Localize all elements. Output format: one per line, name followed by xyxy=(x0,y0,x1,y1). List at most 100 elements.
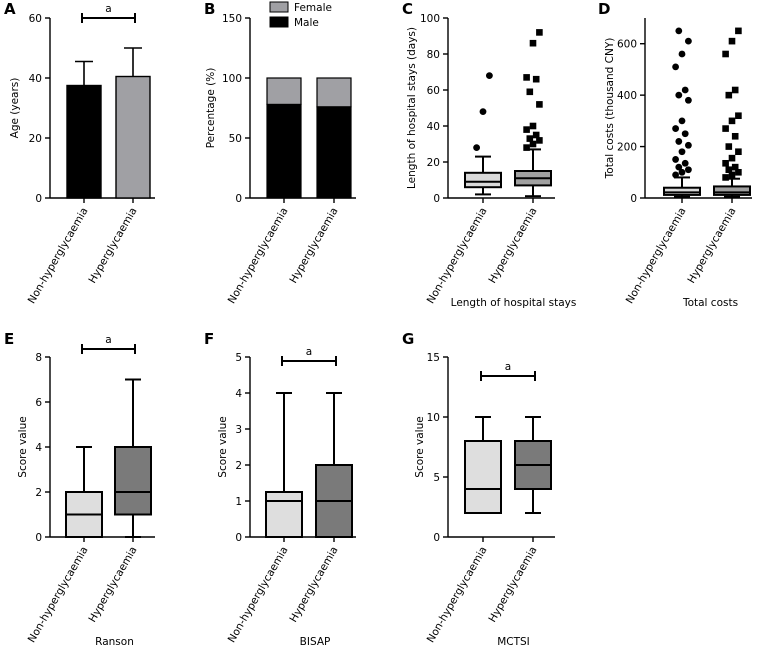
panel-d-ytick-label: 200 xyxy=(617,142,637,154)
panel-a-ytick-label: 20 xyxy=(29,133,42,145)
panel-c-bottom-label: Length of hospital stays xyxy=(451,297,577,309)
panel-c-outlier-point xyxy=(479,108,487,115)
panel-d-outlier-point xyxy=(735,112,742,120)
panel-d-outlier-point xyxy=(678,148,686,156)
panel-c-outlier-point xyxy=(529,122,537,130)
panel-b-category-label: Hyperglycaemia xyxy=(287,206,340,286)
panel-d-outlier-point xyxy=(725,91,733,99)
panel-b-ytick-label: 100 xyxy=(222,73,242,85)
panel-c-ytick-label: 40 xyxy=(427,121,440,133)
panel-f-category-label: Non-hyperglycaemia xyxy=(226,545,291,645)
panel-f-y-label: Score value xyxy=(217,416,229,477)
panel-d-outlier-point xyxy=(722,50,729,58)
panel-d-outlier-point xyxy=(728,154,736,162)
panel-b-bar-male xyxy=(316,106,352,199)
panel-d-outlier-point xyxy=(685,96,692,104)
panel-c-outlier-point xyxy=(473,144,480,152)
panel-f-ytick-label: 5 xyxy=(235,352,242,364)
panel-e-sig-label: a xyxy=(105,334,111,346)
panel-d-category-label: Hyperglycaemia xyxy=(685,206,738,286)
panel-f-box xyxy=(265,491,303,538)
panel-a-ytick-label: 60 xyxy=(29,13,42,25)
panel-e-ytick-label: 8 xyxy=(35,352,42,364)
panel-d-outlier-point xyxy=(678,168,686,176)
panel-g-ytick-label: 10 xyxy=(427,412,440,424)
panel-c-ytick-label: 20 xyxy=(427,157,440,169)
panel-b-category-label: Non-hyperglycaemia xyxy=(226,206,291,306)
panel-d-ytick-label: 400 xyxy=(617,90,637,102)
panel-f-ytick-label: 2 xyxy=(235,460,242,472)
panel-a-bar xyxy=(66,84,102,199)
panel-d-category-label: Non-hyperglycaemia xyxy=(624,206,689,306)
panel-f-bottom-label: BISAP xyxy=(300,636,331,648)
panel-d-outlier-point xyxy=(735,148,742,156)
panel-d-outlier-point xyxy=(725,166,733,174)
panel-d-outlier-point xyxy=(731,132,739,140)
panel-g-sig-label: a xyxy=(505,361,511,373)
panel-c-y-label: Length of hospital stays (days) xyxy=(406,27,418,189)
panel-c-outlier-point xyxy=(536,137,543,144)
panel-g-letter: G xyxy=(402,330,414,348)
panel-c-outlier-point xyxy=(532,131,540,139)
panel-a-bar xyxy=(115,75,151,199)
panel-c-box xyxy=(464,171,502,189)
panel-b-ytick-label: 0 xyxy=(235,193,242,205)
panel-d-outlier-point xyxy=(685,166,692,174)
panel-g-ytick-label: 0 xyxy=(433,532,440,544)
panel-a-sig-label: a xyxy=(105,3,111,15)
panel-b-y-label: Percentage (%) xyxy=(205,68,217,149)
panel-d-outlier-point xyxy=(681,159,689,167)
panel-c-ytick-label: 60 xyxy=(427,85,440,97)
panel-a-ytick-label: 0 xyxy=(35,193,42,205)
panel-c-outlier-point xyxy=(532,75,540,83)
panel-e-category-label: Non-hyperglycaemia xyxy=(26,545,91,645)
panel-f-ytick-label: 0 xyxy=(235,532,242,544)
panel-d-outlier-point xyxy=(672,63,679,71)
panel-d-outlier-point xyxy=(731,86,739,94)
panel-d-outlier-point xyxy=(728,171,736,179)
panel-c-outlier-point xyxy=(523,144,530,151)
panel-b-legend-label: Female xyxy=(294,2,332,14)
panel-g-box xyxy=(464,440,502,514)
panel-e-y-label: Score value xyxy=(17,416,29,477)
panel-b-legend-swatch xyxy=(269,16,289,28)
panel-e-bottom-label: Ranson xyxy=(95,636,134,648)
panel-d-outlier-point xyxy=(672,171,679,179)
panel-e-ytick-label: 2 xyxy=(35,487,42,499)
panel-a-ytick-label: 40 xyxy=(29,73,42,85)
panel-d-outlier-point xyxy=(675,27,683,35)
panel-b-bar-female xyxy=(266,77,302,105)
panel-d-outlier-point xyxy=(681,130,689,138)
panel-e-ytick-label: 6 xyxy=(35,397,42,409)
panel-c-ytick-label: 80 xyxy=(427,49,440,61)
panel-b-legend-swatch xyxy=(269,1,289,13)
panel-d-bottom-label: Total costs xyxy=(682,297,738,309)
panel-c-ytick-label: 100 xyxy=(420,13,440,25)
panel-f-ytick-label: 3 xyxy=(235,424,242,436)
panel-g-ytick-label: 5 xyxy=(433,472,440,484)
panel-b-ytick-label: 150 xyxy=(222,13,242,25)
panel-d-letter: D xyxy=(598,0,610,18)
panel-d-ytick-label: 0 xyxy=(630,193,637,205)
panel-e-ytick-label: 4 xyxy=(35,442,42,454)
panel-d-outlier-point xyxy=(672,156,679,163)
panel-c-outlier-point xyxy=(536,29,543,36)
panel-d-outlier-point xyxy=(681,86,689,94)
panel-d-outlier-point xyxy=(728,117,736,125)
panel-d-box xyxy=(663,186,701,196)
panel-a-category-label: Non-hyperglycaemia xyxy=(26,206,91,306)
panel-c-category-label: Non-hyperglycaemia xyxy=(425,206,490,306)
panel-b-letter: B xyxy=(204,0,215,18)
panel-d-outlier-point xyxy=(722,174,729,181)
panel-c-outlier-point xyxy=(523,126,530,133)
panel-d-outlier-point xyxy=(735,168,742,176)
panel-g-ytick-label: 15 xyxy=(427,352,440,364)
panel-f-ytick-label: 4 xyxy=(235,388,242,400)
panel-c-letter: C xyxy=(402,0,413,18)
panel-d-outlier-point xyxy=(725,143,733,150)
panel-c-outlier-point xyxy=(486,72,493,79)
panel-d-outlier-point xyxy=(675,138,683,145)
panel-d-y-label: Total costs (thousand CNY) xyxy=(604,38,616,180)
panel-d-outlier-point xyxy=(675,163,683,171)
